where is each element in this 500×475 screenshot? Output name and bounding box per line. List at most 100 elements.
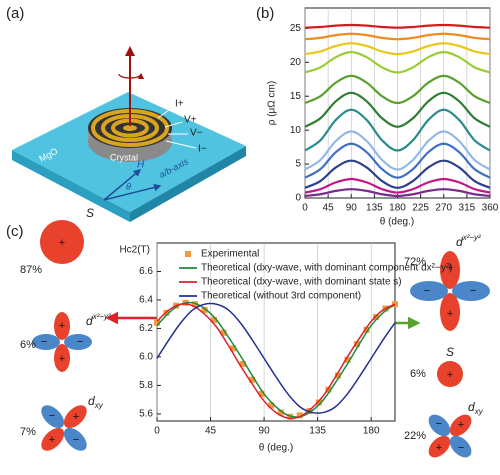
data-point bbox=[230, 345, 237, 352]
slab-side bbox=[130, 146, 246, 222]
orbital-lobe bbox=[40, 220, 84, 264]
legend-label: Experimental bbox=[201, 249, 259, 260]
y-tick-label: 5 bbox=[295, 159, 301, 170]
orbital-lobe bbox=[449, 435, 472, 458]
x-tick-label: 45 bbox=[323, 203, 335, 214]
orbital-label: dxy bbox=[468, 400, 484, 416]
data-line bbox=[304, 108, 491, 152]
data-line bbox=[304, 188, 491, 198]
data-point bbox=[258, 390, 265, 397]
data-line bbox=[156, 301, 396, 418]
orbital-sign: + bbox=[447, 308, 453, 320]
lead bbox=[157, 107, 173, 119]
orbital-sign: + bbox=[49, 434, 55, 446]
orbital-lobe bbox=[64, 334, 92, 350]
orbital-lobe bbox=[54, 344, 70, 372]
x-tick-label: 270 bbox=[435, 203, 452, 214]
orbital-lobe bbox=[63, 427, 87, 451]
contact-ring bbox=[123, 125, 137, 131]
x-tick-label: 0 bbox=[302, 203, 308, 214]
orbital-lobe bbox=[410, 281, 448, 301]
data-point bbox=[363, 326, 370, 333]
data-point bbox=[296, 412, 303, 419]
panel-label: (b) bbox=[256, 5, 274, 22]
orbital-label: S bbox=[446, 345, 454, 359]
field-arrow bbox=[103, 169, 142, 201]
x-tick-label: 135 bbox=[309, 426, 326, 437]
orbital-label: dx²−y² bbox=[86, 312, 111, 328]
slab-side bbox=[12, 150, 130, 222]
orbital-lobe bbox=[428, 414, 451, 437]
orbital-sign: − bbox=[436, 418, 442, 430]
data-line bbox=[304, 74, 491, 105]
orbitals-left: + S 87% + + − − dx²−y² 6% + + − − dxy 7% bbox=[20, 206, 111, 451]
orbital-sign: − bbox=[458, 442, 464, 454]
orbital-lobe bbox=[440, 293, 460, 331]
y-axis-label: ρ (μΩ cm) bbox=[267, 81, 278, 125]
x-axis-label: θ (deg.) bbox=[380, 217, 414, 228]
data-line bbox=[304, 142, 491, 179]
data-point bbox=[201, 306, 208, 313]
orbital-weight: 6% bbox=[20, 339, 36, 351]
y-tick-label: 5.8 bbox=[139, 380, 153, 391]
orbital-symbol: d bbox=[456, 235, 463, 249]
lead bbox=[164, 121, 183, 128]
y-tick-label: 6.0 bbox=[139, 352, 153, 363]
y-tick-label: 15 bbox=[290, 91, 302, 102]
orbital-weight: 87% bbox=[20, 264, 42, 276]
angle-label: θ bbox=[126, 181, 131, 191]
orbital-sign: − bbox=[49, 410, 55, 422]
data-point bbox=[220, 329, 227, 336]
charts: 0 45 90 135 180 225 270 315 360 0 5 10 15 20 25 θ (deg.… bbox=[119, 7, 499, 454]
data-line bbox=[304, 177, 491, 194]
orbital-sign: + bbox=[447, 369, 453, 381]
data-point bbox=[353, 341, 360, 348]
panel-label: (a) bbox=[6, 5, 24, 22]
data-point bbox=[277, 409, 284, 416]
legend-label: Theoretical (without 3rd component) bbox=[201, 291, 361, 302]
orbital-subscript: x²−y² bbox=[92, 312, 111, 321]
orbital-lobe bbox=[452, 281, 490, 301]
crystal-label: Crystal bbox=[110, 152, 138, 162]
orbital-sign: − bbox=[41, 336, 47, 348]
data-line bbox=[304, 23, 491, 29]
orbital-subscript: xy bbox=[94, 401, 104, 410]
x-tick-label: 315 bbox=[459, 203, 476, 214]
orbital-symbol: d bbox=[88, 394, 95, 408]
orbital-sign: + bbox=[59, 353, 65, 365]
data-point bbox=[268, 402, 275, 409]
lead-label: V+ bbox=[184, 115, 197, 126]
data-line bbox=[304, 130, 491, 171]
data-point bbox=[239, 361, 246, 368]
axis-arrow bbox=[103, 183, 162, 201]
orbital-lobe bbox=[437, 361, 463, 387]
orbital-symbol: d bbox=[86, 314, 93, 328]
orbital-weight: 22% bbox=[404, 430, 426, 442]
lead-label: V− bbox=[190, 128, 203, 139]
legend-marker bbox=[185, 251, 191, 257]
orbital-lobe bbox=[449, 414, 472, 437]
orbital-sign: − bbox=[424, 285, 430, 297]
chart: 0 45 90 135 180 5.6 5.8 6.0 6.2 6.4 6.6 θ (deg.) Hc2… bbox=[119, 242, 453, 454]
y-axis-label: Hc2(T) bbox=[119, 245, 150, 256]
orbital-lobe bbox=[428, 435, 451, 458]
y-tick-label: 0 bbox=[295, 193, 301, 204]
lead bbox=[165, 140, 197, 149]
legend-label: Theoretical (dxy-wave, with dominant com… bbox=[201, 263, 453, 274]
data-point bbox=[211, 316, 218, 323]
data-point bbox=[192, 301, 199, 308]
orbital-sign: − bbox=[77, 336, 83, 348]
y-tick-label: 10 bbox=[290, 125, 302, 136]
orbital-label: dx²−y² bbox=[456, 233, 481, 249]
orbital-weight: 7% bbox=[20, 426, 36, 438]
orbital-weight: 6% bbox=[410, 368, 426, 380]
x-tick-label: 180 bbox=[389, 203, 406, 214]
orbital-sign: − bbox=[470, 285, 476, 297]
data-line bbox=[304, 32, 491, 41]
data-line bbox=[304, 91, 491, 128]
data-point bbox=[154, 319, 160, 326]
y-tick-label: 6.4 bbox=[139, 295, 153, 306]
lead-label: I− bbox=[198, 144, 207, 155]
orbital-subscript: x²−y² bbox=[462, 233, 481, 242]
